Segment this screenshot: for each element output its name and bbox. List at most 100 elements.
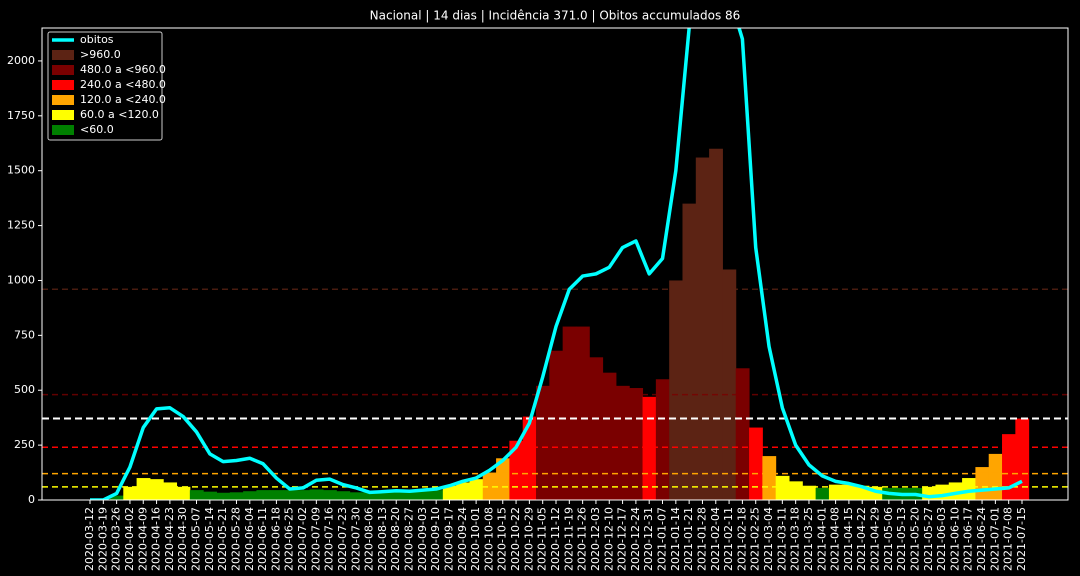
x-tick-label: 2020-05-07 [190, 507, 203, 571]
legend-label: 120.0 a <240.0 [80, 93, 166, 106]
legend-label: obitos [80, 33, 114, 46]
incidence-area [802, 485, 817, 500]
incidence-area [349, 492, 364, 500]
x-tick-label: 2020-04-16 [150, 507, 163, 571]
x-tick-label: 2020-10-22 [509, 507, 522, 571]
x-tick-label: 2021-07-08 [1002, 507, 1015, 571]
x-tick-label: 2021-03-18 [789, 507, 802, 571]
x-tick-label: 2020-09-03 [416, 507, 429, 571]
x-tick-label: 2020-09-10 [429, 507, 442, 571]
y-tick-label: 2000 [7, 54, 35, 67]
x-tick-label: 2020-11-26 [576, 507, 589, 571]
x-tick-label: 2021-06-10 [948, 507, 961, 571]
x-tick-label: 2020-07-30 [349, 507, 362, 571]
legend-swatch [52, 125, 74, 135]
x-tick-label: 2021-02-11 [722, 507, 735, 571]
incidence-area [575, 326, 590, 500]
incidence-area [429, 490, 444, 500]
x-tick-label: 2020-07-23 [336, 507, 349, 571]
incidence-area [789, 481, 803, 500]
y-tick-label: 250 [14, 438, 35, 451]
incidence-area [602, 372, 617, 500]
x-tick-label: 2020-08-06 [363, 507, 376, 571]
incidence-area [136, 478, 151, 500]
incidence-area [709, 148, 723, 500]
x-tick-label: 2021-04-15 [842, 507, 855, 571]
legend-box [47, 31, 163, 141]
y-tick-label: 750 [14, 328, 35, 341]
incidence-area [402, 491, 417, 500]
y-tick-label: 1750 [7, 109, 35, 122]
x-tick-label: 2021-04-08 [829, 507, 842, 571]
x-tick-label: 2021-01-14 [669, 507, 682, 571]
y-tick-label: 1500 [7, 164, 35, 177]
legend-swatch [52, 50, 74, 60]
incidence-area [256, 490, 271, 500]
incidence-area [842, 484, 857, 500]
x-tick-label: 2020-03-12 [83, 507, 96, 571]
x-tick-label: 2021-01-21 [682, 507, 695, 571]
x-tick-label: 2020-05-14 [203, 507, 216, 571]
x-tick-label: 2020-07-16 [323, 507, 336, 571]
incidence-area [749, 427, 763, 500]
incidence-area [376, 491, 391, 500]
incidence-area [482, 472, 497, 500]
x-tick-label: 2020-06-04 [243, 507, 256, 571]
x-tick-label: 2021-07-15 [1015, 507, 1028, 571]
incidence-area [243, 491, 257, 500]
incidence-area [123, 486, 138, 500]
x-tick-label: 2020-11-19 [562, 507, 575, 571]
x-tick-label: 2020-11-05 [536, 507, 549, 571]
x-tick-label: 2020-05-28 [229, 507, 242, 571]
x-tick-label: 2021-02-18 [735, 507, 748, 571]
x-tick-label: 2020-10-01 [469, 507, 482, 571]
legend-swatch [52, 65, 74, 75]
incidence-area [296, 490, 311, 500]
incidence-area [775, 475, 790, 500]
x-tick-label: 2021-01-07 [656, 507, 669, 571]
x-tick-label: 2021-03-25 [802, 507, 815, 571]
incidence-area [309, 489, 324, 500]
x-tick-label: 2020-09-24 [456, 507, 469, 571]
incidence-area [216, 492, 231, 500]
x-tick-label: 2020-10-15 [496, 507, 509, 571]
x-tick-label: 2021-02-25 [749, 507, 762, 571]
x-tick-label: 2020-04-30 [176, 507, 189, 571]
x-tick-label: 2020-03-26 [110, 507, 123, 571]
incidence-area [323, 490, 337, 500]
obitos-line [90, 28, 1023, 500]
x-tick-label: 2020-10-29 [522, 507, 535, 571]
x-tick-label: 2021-01-28 [695, 507, 708, 571]
legend-label: 240.0 a <480.0 [80, 78, 166, 91]
x-tick-label: 2020-04-02 [123, 507, 136, 571]
x-tick-label: 2021-02-04 [709, 507, 722, 571]
legend-swatch [52, 95, 74, 105]
incidence-area [203, 491, 217, 500]
x-tick-label: 2021-05-06 [882, 507, 895, 571]
incidence-area [962, 478, 976, 500]
incidence-area [176, 486, 191, 500]
x-tick-label: 2020-08-13 [376, 507, 389, 571]
x-tick-label: 2021-06-03 [935, 507, 948, 571]
incidence-area [109, 495, 124, 500]
incidence-area [815, 487, 830, 500]
x-tick-label: 2020-08-20 [389, 507, 402, 571]
x-tick-label: 2021-05-13 [895, 507, 908, 571]
incidence-area [722, 269, 737, 500]
y-tick-label: 500 [14, 383, 35, 396]
incidence-area [669, 280, 683, 500]
incidence-area [283, 490, 297, 500]
incidence-area [442, 485, 457, 500]
x-tick-label: 2020-12-03 [589, 507, 602, 571]
incidence-area [149, 479, 164, 500]
x-tick-label: 2020-08-27 [403, 507, 416, 571]
x-tick-label: 2020-06-25 [283, 507, 296, 571]
x-tick-label: 2021-03-11 [775, 507, 788, 571]
incidence-area [695, 157, 710, 500]
incidence-area [496, 458, 510, 500]
x-tick-label: 2020-11-12 [549, 507, 562, 571]
x-tick-label: 2020-09-17 [442, 507, 455, 571]
incidence-area [509, 440, 524, 500]
